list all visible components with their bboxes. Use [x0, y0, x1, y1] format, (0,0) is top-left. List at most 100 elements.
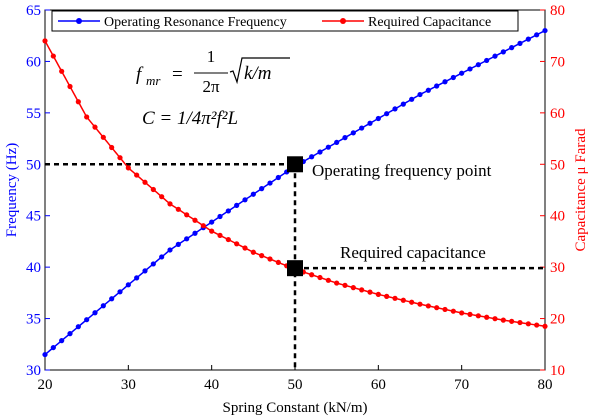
series-point	[450, 308, 456, 314]
series-point	[134, 172, 140, 178]
formula-1-denominator: 2π	[202, 77, 220, 96]
x-axis-ticks: 20 30 40 50 60 70 80	[38, 10, 553, 393]
series-point	[184, 236, 190, 242]
series-point	[500, 317, 506, 323]
series-point	[417, 91, 423, 98]
series-point	[142, 179, 148, 185]
capacitance-point-marker	[287, 260, 303, 277]
series-point	[484, 57, 490, 64]
series-point	[450, 74, 456, 81]
series-point	[367, 120, 373, 126]
series-point	[525, 321, 531, 327]
series-point	[192, 217, 198, 223]
series-point	[475, 62, 481, 68]
series-point	[392, 295, 398, 301]
series-point	[84, 317, 90, 323]
series-point	[400, 297, 406, 303]
series-point	[150, 186, 156, 193]
x-tick-label: 40	[204, 377, 219, 393]
series-point	[200, 223, 206, 229]
series-point	[359, 125, 365, 131]
right-y-tick-label: 10	[550, 363, 565, 379]
series-point	[392, 106, 398, 112]
series-point	[150, 261, 156, 267]
right-y-tick-label: 50	[550, 157, 565, 173]
series-point	[117, 289, 123, 295]
series-point	[475, 313, 481, 319]
series-point	[242, 245, 248, 251]
series-point	[175, 241, 181, 247]
series-point	[467, 66, 473, 72]
series-point	[217, 232, 223, 238]
series-point	[492, 316, 498, 322]
series-point	[59, 338, 65, 344]
series-point	[359, 287, 365, 293]
right-y-tick-label: 70	[550, 54, 565, 70]
left-y-tick-label: 40	[26, 260, 41, 276]
series-point	[375, 291, 381, 297]
series-point	[517, 319, 523, 326]
series-point	[225, 236, 231, 243]
series-point	[409, 96, 415, 102]
series-point	[250, 249, 256, 255]
series-point	[425, 87, 431, 93]
series-point	[242, 197, 248, 203]
series-point	[100, 303, 106, 309]
x-tick-label: 50	[288, 377, 303, 393]
x-tick-label: 60	[371, 377, 386, 393]
series-point	[209, 228, 215, 234]
series-point	[434, 305, 440, 311]
series-point	[525, 36, 531, 42]
series-point	[267, 180, 273, 186]
series-point	[309, 272, 315, 278]
series-point	[159, 254, 165, 260]
series-point	[234, 241, 240, 247]
series-point	[375, 115, 381, 122]
series-point	[275, 174, 281, 181]
formula-resonance-frequency: f mr = 1 2π k/m	[136, 47, 290, 96]
x-tick-label: 20	[38, 377, 53, 393]
right-y-tick-label: 30	[550, 260, 565, 276]
left-y-tick-label: 45	[26, 209, 41, 225]
series-point	[534, 322, 540, 328]
legend-box	[51, 10, 519, 32]
right-y-tick-label: 60	[550, 106, 565, 122]
formula-1-equals: =	[172, 64, 183, 85]
left-y-tick-label: 35	[26, 312, 41, 328]
series-point	[42, 38, 48, 44]
series-point	[50, 53, 56, 59]
series-point	[317, 149, 323, 155]
series-point	[317, 274, 323, 281]
series-point	[409, 299, 415, 305]
formula-1-radical-sign	[229, 57, 290, 85]
series-point	[84, 114, 90, 120]
operating-point-marker	[287, 156, 303, 173]
series-point	[275, 259, 281, 266]
series-point	[542, 27, 548, 34]
series-point	[517, 40, 523, 46]
right-y-tick-label: 40	[550, 209, 565, 225]
series-point	[167, 247, 173, 253]
series-point	[217, 213, 223, 220]
series-point	[484, 314, 490, 320]
series-point	[542, 323, 548, 329]
left-y-axis-ticks: 30 35 40 45 50 55 60 65	[26, 3, 50, 379]
right-y-axis-ticks: 10 20 30 40 50 60 70 80	[540, 3, 565, 379]
series-point	[159, 194, 165, 200]
series-point	[67, 83, 73, 90]
series-point	[417, 301, 423, 307]
series-point	[267, 256, 273, 262]
left-y-tick-label: 50	[26, 157, 41, 173]
series-point	[342, 135, 348, 141]
series-point	[434, 83, 440, 89]
x-tick-label: 30	[121, 377, 136, 393]
series-point	[125, 165, 131, 171]
formula-1-lhs: f	[136, 64, 144, 85]
series-point	[175, 206, 181, 212]
series-point	[492, 53, 498, 59]
series-point	[209, 219, 215, 225]
series-point	[100, 134, 106, 140]
series-point	[384, 111, 390, 117]
series-point	[459, 70, 465, 76]
